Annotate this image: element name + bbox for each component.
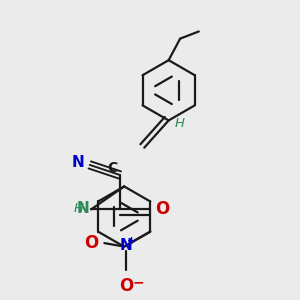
- Text: O: O: [155, 200, 169, 218]
- Text: N: N: [72, 155, 85, 170]
- Text: N: N: [77, 201, 90, 216]
- Text: C: C: [107, 161, 117, 175]
- Text: H: H: [74, 202, 84, 215]
- Text: O: O: [119, 277, 133, 295]
- Text: +: +: [126, 236, 136, 246]
- Text: −: −: [132, 275, 144, 290]
- Text: H: H: [175, 117, 185, 130]
- Text: N: N: [119, 238, 132, 253]
- Text: O: O: [84, 233, 98, 251]
